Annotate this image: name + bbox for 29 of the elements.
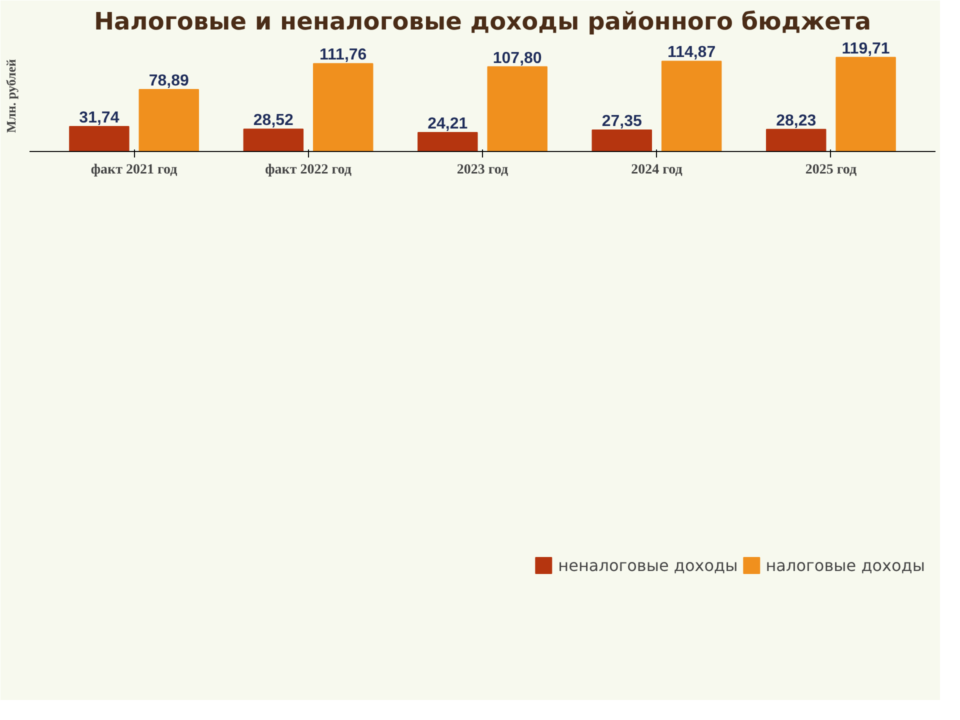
x-tick-label: 2023 год — [456, 162, 508, 178]
y-axis-title: Млн. рублей — [4, 58, 18, 133]
data-label: 119,71 — [842, 40, 890, 58]
x-tick-label: факт 2022 год — [265, 162, 352, 178]
data-label: 28,23 — [776, 112, 816, 130]
legend-label: неналоговые доходы — [558, 556, 738, 574]
bar — [836, 56, 896, 152]
data-label: 111,76 — [320, 46, 367, 64]
data-label: 114,87 — [668, 44, 716, 62]
bar — [312, 63, 374, 152]
bar — [138, 89, 200, 152]
x-tick-label: факт 2021 год — [90, 162, 178, 178]
bar — [661, 60, 722, 152]
data-label: 78,89 — [148, 72, 190, 90]
data-label: 24,21 — [428, 115, 468, 132]
legend-label: налоговые доходы — [766, 556, 925, 574]
x-tick-label: 2024 год — [631, 162, 682, 178]
data-label: 31,74 — [79, 110, 120, 127]
data-label: 27,35 — [602, 113, 642, 130]
chart-title: Налоговые и неналоговые доходы районного бюджета — [94, 8, 872, 36]
bar — [69, 126, 130, 152]
bar — [418, 132, 478, 152]
data-label: 107,80 — [492, 50, 542, 67]
data-label: 28,52 — [253, 112, 294, 130]
x-tick-label: 2025 год — [805, 162, 857, 178]
bar — [487, 66, 548, 152]
bar — [243, 128, 304, 152]
bar — [766, 128, 826, 152]
bar — [592, 130, 652, 152]
